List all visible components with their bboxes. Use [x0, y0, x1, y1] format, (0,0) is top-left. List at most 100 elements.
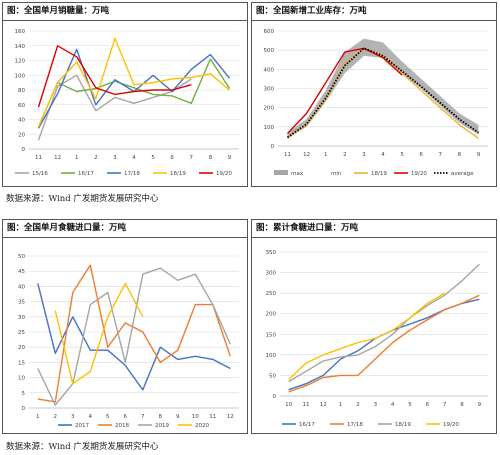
x-tick-label: 4 [391, 402, 395, 408]
chart-title-inventory: 图：全国新增工业库存：万吨 [256, 6, 367, 16]
x-tick-label: 12 [320, 402, 327, 408]
series-line-19-20 [286, 47, 403, 134]
x-tick-label: 8 [159, 414, 163, 420]
y-tick-label: 20 [18, 132, 25, 138]
x-tick-label: 5 [151, 155, 155, 161]
x-tick-label: 11 [209, 414, 216, 420]
y-tick-label: 25 [18, 330, 25, 336]
x-tick-label: 2 [94, 155, 98, 161]
legend-label: 19/20 [411, 171, 427, 177]
x-tick-label: 9 [176, 414, 180, 420]
series-line-15-16 [37, 74, 192, 141]
y-tick-label: 300 [264, 87, 275, 93]
y-tick-label: 0 [273, 394, 277, 400]
x-tick-label: 9 [478, 402, 482, 408]
series-line-18-19 [288, 263, 480, 383]
x-tick-label: 1 [339, 402, 343, 408]
legend-label: 18/19 [395, 422, 411, 428]
x-tick-label: 2 [356, 402, 360, 408]
chart-title-imports-monthly: 图：全国单月食糖进口量：万吨 [7, 223, 127, 233]
legend-label: 16/17 [299, 422, 315, 428]
series-line-19-20 [37, 45, 192, 108]
series-line-2017 [37, 283, 231, 391]
y-tick-label: 300 [266, 271, 277, 277]
title-divider [252, 237, 496, 238]
x-tick-label: 3 [71, 414, 75, 420]
legend-label: 2018 [115, 423, 129, 429]
x-tick-label: 11 [303, 402, 310, 408]
y-tick-label: 50 [269, 373, 276, 379]
data-source-note: 数据来源：Wind 广发期货发展研究中心 [6, 194, 159, 204]
legend-swatch [274, 170, 288, 175]
legend-label: min [331, 171, 342, 177]
legend-label: 17/18 [347, 422, 363, 428]
x-tick-label: 8 [458, 152, 462, 158]
x-tick-label: 11 [284, 152, 291, 158]
x-tick-label: 10 [192, 414, 199, 420]
x-tick-label: 5 [106, 414, 110, 420]
y-tick-label: 5 [22, 391, 26, 397]
y-tick-label: 120 [15, 59, 26, 65]
legend-label: max [291, 171, 304, 177]
series-line-17-18 [37, 48, 231, 129]
title-divider [3, 20, 247, 21]
y-tick-label: 200 [266, 312, 277, 318]
y-tick-label: 45 [18, 269, 25, 275]
y-tick-label: 140 [15, 44, 26, 50]
y-tick-label: 10 [18, 376, 25, 382]
x-tick-label: 12 [303, 152, 310, 158]
x-tick-label: 9 [477, 152, 481, 158]
x-tick-label: 1 [75, 155, 79, 161]
x-tick-label: 12 [54, 155, 61, 161]
x-tick-label: 9 [228, 155, 232, 161]
chart-panel-sales: 图：全国单月销糖量：万吨 0 20 40 60 80 100 120 140 160 11 12 1 2… [2, 2, 248, 187]
y-tick-label: 50 [18, 254, 25, 260]
x-tick-label: 1 [36, 414, 40, 420]
y-tick-label: 100 [266, 353, 277, 359]
series-line-18-19 [287, 47, 479, 139]
x-tick-label: 11 [35, 155, 42, 161]
x-tick-label: 7 [443, 402, 447, 408]
x-tick-label: 7 [439, 152, 443, 158]
x-tick-label: 4 [132, 155, 136, 161]
legend-label: 19/20 [443, 422, 459, 428]
y-tick-label: 400 [264, 67, 275, 73]
y-tick-label: 0 [22, 147, 26, 153]
x-tick-label: 5 [408, 402, 412, 408]
x-tick-label: 1 [324, 152, 328, 158]
y-tick-label: 80 [18, 88, 25, 94]
y-tick-label: 160 [15, 29, 26, 35]
y-tick-label: 0 [271, 144, 275, 150]
chart-panel-inventory: 图：全国新增工业库存：万吨 0 100 200 300 400 500 600 11 12 1 2 3… [251, 2, 497, 187]
y-tick-label: 40 [18, 284, 25, 290]
series-line-average [286, 47, 480, 139]
x-tick-label: 7 [141, 414, 145, 420]
y-tick-label: 100 [264, 125, 275, 131]
series-line-16-17 [288, 298, 480, 391]
y-tick-label: 500 [264, 48, 275, 54]
y-tick-label: 150 [266, 332, 277, 338]
x-tick-label: 8 [460, 402, 464, 408]
x-tick-label: 6 [124, 414, 128, 420]
x-tick-label: 12 [227, 414, 234, 420]
y-tick-label: 30 [18, 315, 25, 321]
legend-label: 2019 [155, 423, 169, 429]
y-tick-label: 0 [22, 406, 26, 412]
chart-panel-imports-cumulative: 图：累计食糖进口量：万吨 0 50 100 150 200 250 300 350 10 11 12… [251, 219, 497, 434]
x-tick-label: 8 [209, 155, 213, 161]
y-tick-label: 15 [18, 360, 25, 366]
x-tick-label: 2 [343, 152, 347, 158]
series-line-18-19 [37, 37, 230, 128]
series-line-2018 [37, 264, 231, 403]
series-line-2019 [37, 267, 231, 406]
legend-swatch [314, 170, 328, 175]
y-tick-label: 200 [264, 106, 275, 112]
x-tick-label: 6 [419, 152, 423, 158]
x-tick-label: 2 [54, 414, 58, 420]
x-tick-label: 3 [113, 155, 117, 161]
legend-label: 2020 [195, 423, 209, 429]
series-line-16-17 [37, 58, 231, 128]
x-tick-label: 5 [400, 152, 404, 158]
legend-label: 18/19 [170, 171, 186, 177]
